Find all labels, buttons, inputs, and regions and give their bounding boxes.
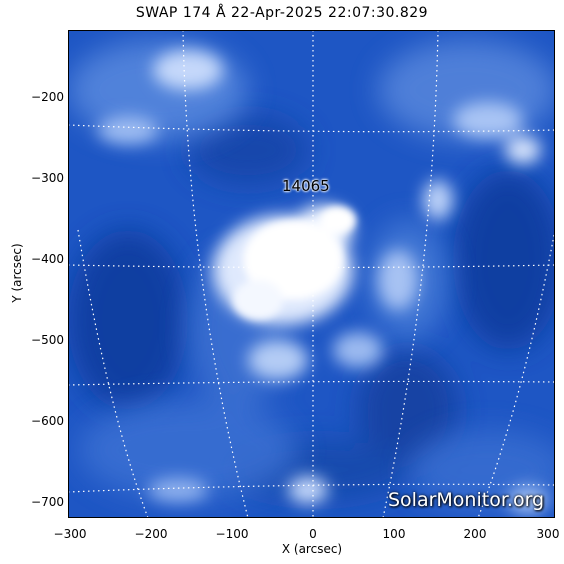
- x-tick-label: 0: [309, 527, 317, 541]
- active-region-label: 14065: [282, 177, 330, 195]
- x-tick-label: −100: [215, 527, 249, 541]
- y-tick-label: −700: [31, 495, 64, 509]
- x-tick-label: −200: [134, 527, 168, 541]
- x-tick-label: 200: [463, 527, 487, 541]
- y-tick-label: −600: [31, 414, 64, 428]
- watermark: SolarMonitor.org: [388, 489, 545, 511]
- coordinate-grid: [68, 30, 555, 518]
- x-axis-label: X (arcsec): [281, 542, 343, 556]
- y-tick-label: −400: [31, 252, 64, 266]
- y-tick-label: −500: [31, 333, 64, 347]
- x-tick-label: 300: [536, 527, 560, 541]
- y-axis-label: Y (arcsec): [10, 243, 24, 303]
- x-tick-label: −300: [53, 527, 87, 541]
- y-tick-label: −200: [31, 90, 64, 104]
- image-title: SWAP 174 Å 22-Apr-2025 22:07:30.829: [135, 5, 429, 21]
- x-tick-label: 100: [382, 527, 406, 541]
- solar-image-canvas: [68, 30, 555, 518]
- y-tick-label: −300: [31, 171, 64, 185]
- solar-image: [68, 30, 555, 518]
